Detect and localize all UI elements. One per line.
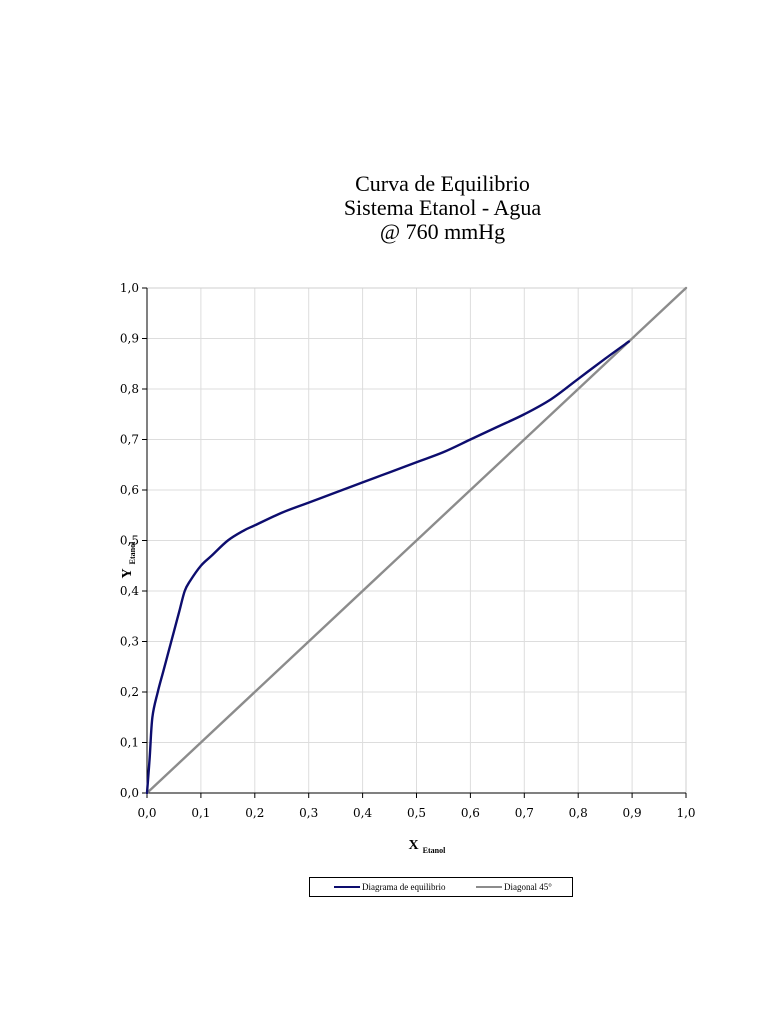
chart-title: Curva de Equilibrio Sistema Etanol - Agu… — [240, 172, 645, 244]
tick-labels: 0,0 0,1 0,2 0,3 0,4 0,5 0,6 0,7 0,8 0,9 1,0 0,0 0,1 0… — [120, 281, 696, 820]
y-tick-label-1: 0,1 — [120, 736, 139, 750]
x-tick-label-7: 0,7 — [515, 806, 534, 820]
x-axis-label-sub: Etanol — [423, 846, 446, 855]
chart-title-line-2: Sistema Etanol - Agua — [343, 195, 542, 220]
legend-swatch-equilibrium — [334, 886, 360, 888]
y-tick-label-10: 1,0 — [120, 281, 139, 295]
x-tick-label-5: 0,5 — [407, 806, 426, 820]
x-tick-label-8: 0,8 — [569, 806, 588, 820]
x-tick-label-9: 0,9 — [623, 806, 642, 820]
y-tick-label-6: 0,6 — [120, 483, 139, 497]
y-tick-label-8: 0,8 — [120, 382, 139, 396]
series-layer — [145, 286, 688, 795]
y-axis-label: Y Etanol — [120, 541, 137, 579]
legend-swatch-diagonal — [476, 886, 502, 888]
x-tick-label-10: 1,0 — [676, 806, 695, 820]
y-tick-label-0: 0,0 — [120, 786, 139, 800]
x-tick-label-0: 0,0 — [137, 806, 156, 820]
chart-title-line-1: Curva de Equilibrio — [355, 171, 530, 196]
y-tick-label-5: 0,5 — [120, 534, 139, 548]
axes — [142, 287, 687, 798]
x-axis-label-main: X — [409, 838, 419, 853]
y-axis-label-sub: Etanol — [128, 541, 137, 564]
series-line-diagonal — [145, 286, 688, 795]
chart-title-line-3: @ 760 mmHg — [379, 219, 506, 244]
y-tick-label-7: 0,7 — [120, 433, 139, 447]
y-tick-label-4: 0,4 — [120, 584, 139, 598]
legend-label-diagonal: Diagonal 45° — [504, 882, 552, 892]
y-tick-label-2: 0,2 — [120, 685, 139, 699]
y-tick-label-9: 0,9 — [120, 332, 139, 346]
y-tick-label-3: 0,3 — [120, 635, 139, 649]
series-line-equilibrium — [145, 340, 631, 795]
x-tick-label-6: 0,6 — [461, 806, 480, 820]
x-axis-label: X Etanol — [409, 838, 447, 855]
x-tick-label-4: 0,4 — [353, 806, 372, 820]
x-tick-label-3: 0,3 — [299, 806, 318, 820]
legend-item-diagonal: Diagonal 45° — [476, 878, 552, 896]
chart-legend: Diagrama de equilibrio Diagonal 45° — [309, 877, 573, 897]
legend-item-equilibrium: Diagrama de equilibrio — [334, 878, 445, 896]
y-axis-label-main: Y — [120, 568, 135, 578]
legend-label-equilibrium: Diagrama de equilibrio — [362, 882, 446, 892]
x-tick-label-1: 0,1 — [191, 806, 210, 820]
x-tick-label-2: 0,2 — [245, 806, 264, 820]
